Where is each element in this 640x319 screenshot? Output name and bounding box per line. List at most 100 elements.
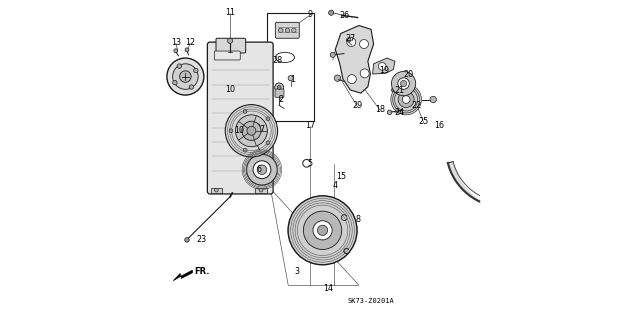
Text: FR.: FR. — [194, 267, 209, 276]
Circle shape — [334, 75, 340, 81]
Circle shape — [403, 96, 410, 103]
Circle shape — [347, 38, 356, 47]
Circle shape — [225, 105, 278, 157]
Circle shape — [255, 124, 260, 129]
FancyBboxPatch shape — [275, 22, 300, 38]
Circle shape — [360, 69, 369, 78]
Circle shape — [317, 225, 328, 235]
Circle shape — [266, 141, 270, 145]
Circle shape — [278, 28, 283, 33]
Ellipse shape — [391, 88, 397, 92]
Circle shape — [174, 49, 178, 53]
Text: 7: 7 — [259, 125, 264, 134]
Circle shape — [259, 188, 263, 192]
Circle shape — [292, 28, 296, 33]
Circle shape — [177, 64, 182, 68]
Circle shape — [167, 58, 204, 95]
Circle shape — [180, 71, 191, 82]
Circle shape — [275, 83, 284, 92]
Circle shape — [229, 129, 233, 133]
Circle shape — [194, 68, 198, 73]
Circle shape — [387, 110, 392, 115]
Text: 8: 8 — [355, 215, 360, 224]
Text: 10: 10 — [225, 85, 235, 94]
Circle shape — [303, 211, 342, 249]
Circle shape — [227, 38, 232, 43]
Text: 5: 5 — [307, 159, 312, 168]
Circle shape — [285, 28, 290, 33]
Text: 21: 21 — [394, 86, 404, 95]
Circle shape — [401, 80, 407, 87]
Text: 12: 12 — [185, 38, 195, 47]
Text: 23: 23 — [196, 235, 206, 244]
Text: 19: 19 — [379, 66, 389, 75]
Circle shape — [236, 115, 268, 147]
FancyBboxPatch shape — [275, 89, 284, 97]
Circle shape — [247, 126, 256, 135]
Circle shape — [257, 165, 267, 174]
Circle shape — [330, 52, 335, 57]
Circle shape — [328, 10, 333, 15]
FancyBboxPatch shape — [214, 51, 240, 60]
Polygon shape — [372, 58, 395, 74]
Circle shape — [378, 63, 386, 70]
FancyBboxPatch shape — [207, 42, 273, 194]
Text: 29: 29 — [353, 101, 363, 110]
Text: 1: 1 — [291, 75, 296, 84]
Circle shape — [243, 148, 247, 152]
Text: 25: 25 — [419, 117, 429, 126]
Text: 24: 24 — [394, 108, 404, 117]
Circle shape — [277, 85, 281, 89]
Circle shape — [313, 221, 332, 240]
Circle shape — [288, 76, 293, 81]
Text: 2: 2 — [278, 95, 284, 104]
Text: 22: 22 — [412, 101, 422, 110]
Text: 26: 26 — [340, 11, 350, 20]
Text: 13: 13 — [171, 38, 181, 47]
Text: 11: 11 — [225, 8, 235, 17]
Text: 3: 3 — [294, 267, 300, 276]
Circle shape — [391, 84, 422, 115]
Circle shape — [185, 238, 189, 242]
Circle shape — [266, 117, 270, 121]
Circle shape — [346, 38, 351, 42]
Circle shape — [398, 78, 410, 89]
Bar — [268, 13, 314, 121]
Text: 16: 16 — [435, 121, 445, 130]
Circle shape — [253, 161, 271, 179]
Circle shape — [173, 80, 177, 85]
Circle shape — [242, 121, 261, 140]
Text: 14: 14 — [323, 284, 333, 293]
Ellipse shape — [393, 89, 396, 91]
Circle shape — [288, 196, 357, 265]
Text: 4: 4 — [333, 181, 338, 190]
Text: 6: 6 — [256, 165, 261, 174]
Text: 15: 15 — [337, 172, 347, 181]
Circle shape — [185, 48, 189, 52]
Circle shape — [189, 85, 194, 89]
Text: 10: 10 — [235, 126, 244, 135]
Circle shape — [214, 188, 218, 192]
Text: 20: 20 — [404, 70, 413, 78]
Text: SK73-Z0201A: SK73-Z0201A — [348, 299, 394, 304]
Circle shape — [173, 64, 198, 89]
Circle shape — [259, 128, 264, 133]
Bar — [255, 188, 267, 193]
Circle shape — [348, 75, 356, 84]
Text: 18: 18 — [375, 105, 385, 114]
Polygon shape — [173, 270, 193, 281]
FancyBboxPatch shape — [216, 38, 246, 53]
Text: 17: 17 — [305, 121, 315, 130]
Circle shape — [430, 96, 436, 103]
Circle shape — [246, 154, 277, 185]
Bar — [211, 188, 222, 193]
Polygon shape — [335, 26, 374, 93]
Text: 28: 28 — [273, 56, 283, 65]
Circle shape — [288, 196, 357, 265]
Circle shape — [243, 109, 247, 113]
Circle shape — [360, 40, 369, 48]
Text: 9: 9 — [307, 10, 312, 19]
Circle shape — [398, 92, 414, 108]
Circle shape — [392, 71, 416, 96]
Text: 27: 27 — [345, 34, 355, 43]
